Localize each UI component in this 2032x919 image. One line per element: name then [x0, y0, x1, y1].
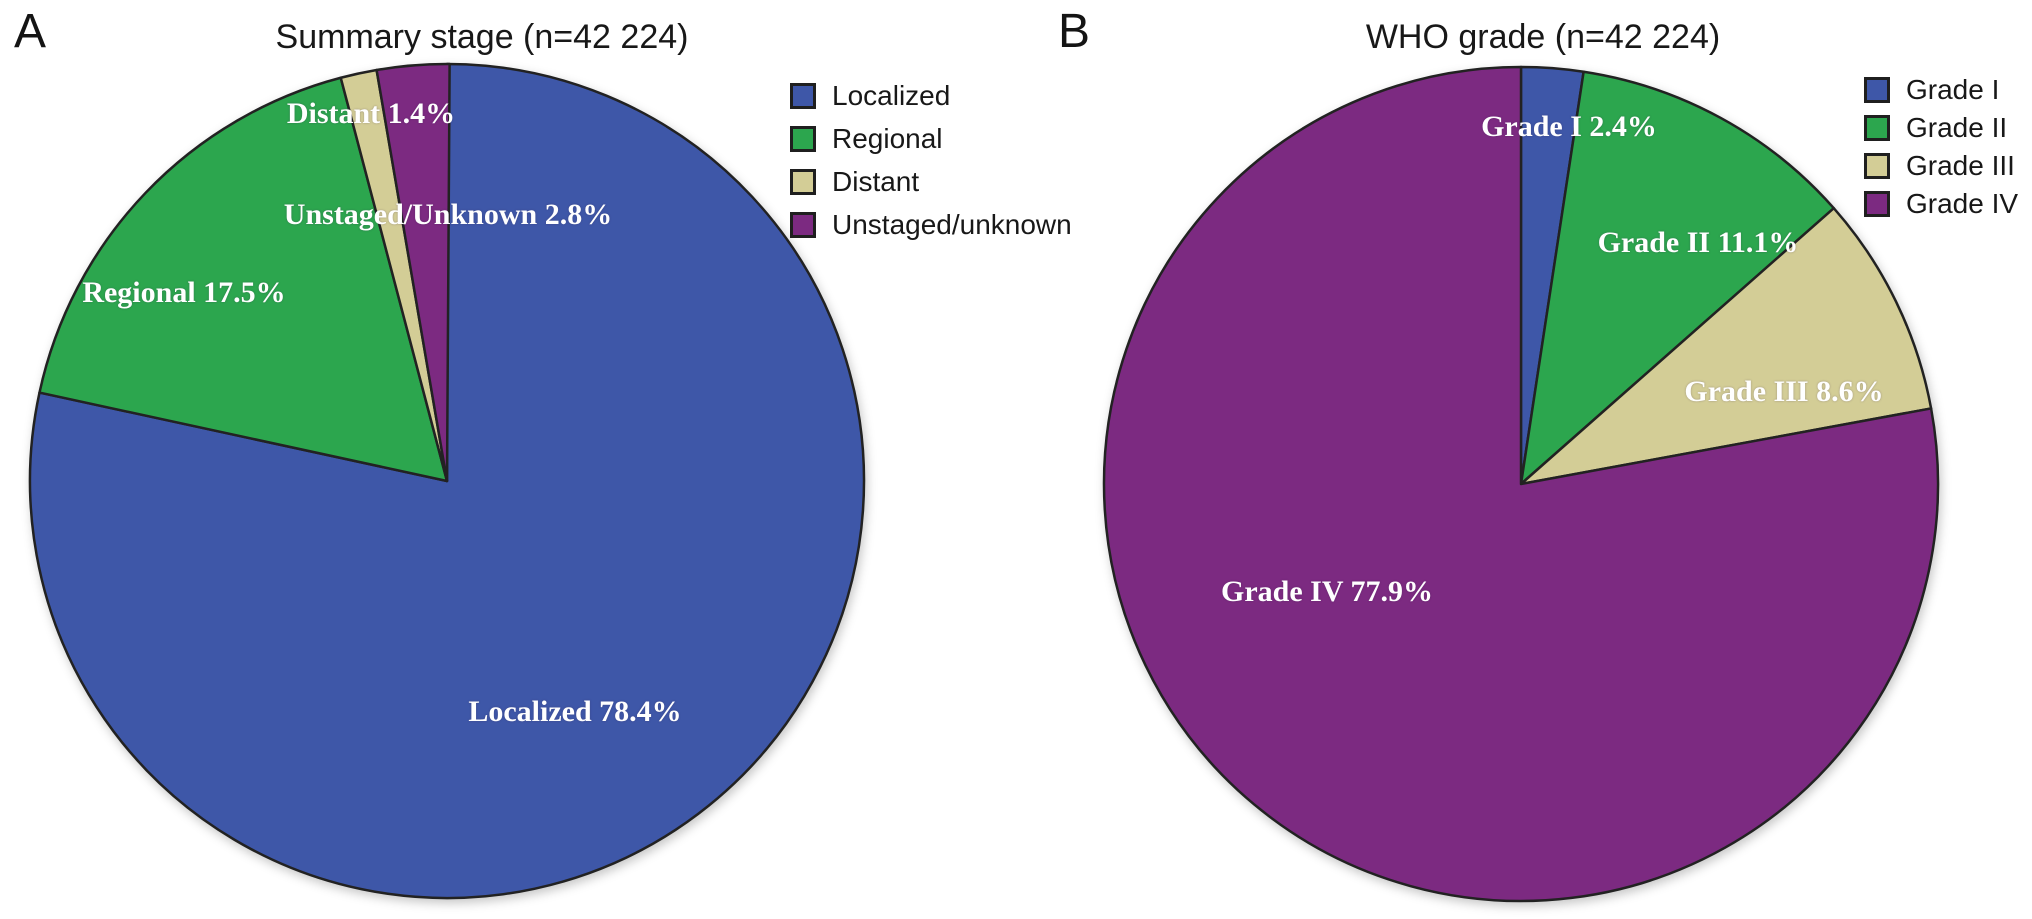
slice-label-distant: Distant 1.4% — [286, 97, 456, 130]
slice-label-regional: Regional 17.5% — [82, 276, 286, 309]
panel-a-letter: A — [14, 5, 48, 58]
pie-slice-grade-iii — [1519, 206, 1933, 486]
legend-label-localized: Localized — [832, 80, 951, 111]
legend-label-grade-4: Grade IV — [1906, 188, 2019, 219]
panel-b-letter: B — [1058, 5, 1092, 58]
slice-label-grade-3: Grade III 8.6% — [1684, 375, 1884, 408]
legend-swatch-grade-2 — [1864, 115, 1890, 141]
pie-slice-unstaged-unknown — [375, 62, 451, 483]
legend-swatch-grade-3 — [1864, 153, 1890, 179]
legend-item-distant: Distant — [790, 166, 1072, 198]
legend-item-grade-2: Grade II — [1864, 112, 2018, 144]
legend-label-grade-1: Grade I — [1906, 74, 2000, 105]
legend-swatch-distant — [790, 169, 816, 195]
legend-label-unstaged-unknown: Unstaged/unknown — [832, 209, 1072, 240]
legend-swatch-localized — [790, 83, 816, 109]
legend-item-grade-3: Grade III — [1864, 150, 2018, 182]
legend-swatch-regional — [790, 126, 816, 152]
pie-chart-who-grade — [1102, 65, 1940, 903]
pie-slice-localized — [28, 62, 866, 900]
legend-summary-stage: Localized Regional Distant Unstaged/unkn… — [790, 80, 1072, 252]
legend-label-distant: Distant — [832, 166, 920, 197]
legend-who-grade: Grade I Grade II Grade III Grade IV — [1864, 74, 2018, 226]
pie-a-title: Summary stage (n=42 224) — [275, 18, 689, 56]
legend-swatch-unstaged-unknown — [790, 212, 816, 238]
pie-b-title: WHO grade (n=42 224) — [1365, 18, 1721, 56]
pie-slice-grade-ii — [1519, 70, 1836, 486]
pie-slice-grade-iv — [1102, 65, 1940, 903]
slice-label-localized: Localized 78.4% — [468, 695, 682, 728]
pie-slice-regional — [38, 76, 449, 483]
legend-item-unstaged-unknown: Unstaged/unknown — [790, 209, 1072, 241]
slice-label-grade-4: Grade IV 77.9% — [1221, 575, 1433, 608]
slice-label-grade-1: Grade I 2.4% — [1481, 110, 1657, 143]
legend-item-localized: Localized — [790, 80, 1072, 112]
legend-swatch-grade-1 — [1864, 77, 1890, 103]
slice-label-unstaged-unknown: Unstaged/Unknown 2.8% — [283, 198, 613, 231]
legend-item-regional: Regional — [790, 123, 1072, 155]
legend-label-grade-3: Grade III — [1906, 150, 2015, 181]
legend-item-grade-4: Grade IV — [1864, 188, 2018, 220]
slice-label-grade-2: Grade II 11.1% — [1597, 226, 1799, 259]
legend-label-grade-2: Grade II — [1906, 112, 2008, 143]
legend-item-grade-1: Grade I — [1864, 74, 2018, 106]
legend-label-regional: Regional — [832, 123, 943, 154]
pie-chart-summary-stage — [28, 62, 866, 900]
legend-swatch-grade-4 — [1864, 191, 1890, 217]
